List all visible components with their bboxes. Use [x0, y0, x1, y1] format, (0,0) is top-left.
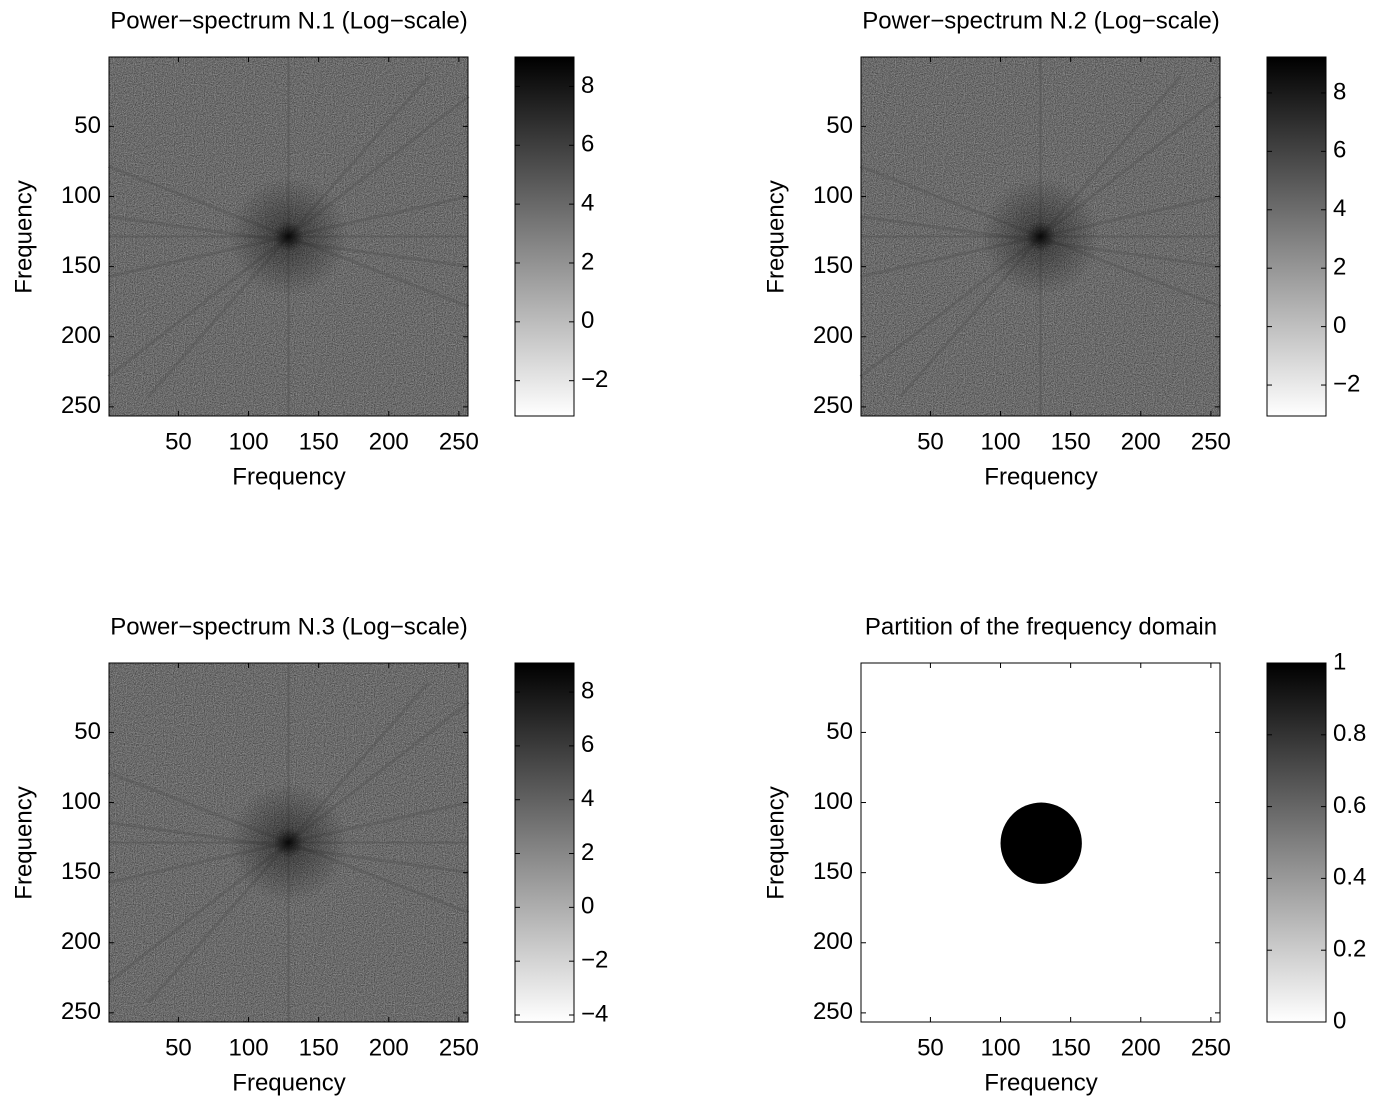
partition-region: [1000, 802, 1082, 884]
y-axis-label: Frequency: [10, 180, 37, 293]
colorbar-tick-label: 4: [581, 189, 594, 216]
y-axis-label: Frequency: [10, 786, 37, 899]
y-tick-label: 150: [813, 252, 853, 279]
x-tick-label: 100: [981, 428, 1021, 455]
y-tick-label: 250: [61, 998, 101, 1025]
y-tick-label: 200: [813, 928, 853, 955]
colorbar-tick-label: 6: [1333, 137, 1346, 164]
x-tick-label: 150: [1051, 1034, 1091, 1061]
colorbar-tick-label: 0.4: [1333, 864, 1366, 891]
y-tick-label: 250: [813, 392, 853, 419]
axes-frame: [108, 662, 469, 1023]
x-axis-label: Frequency: [232, 463, 345, 490]
spectrum-center: [228, 176, 349, 297]
y-tick-label: 100: [61, 788, 101, 815]
y-tick-label: 50: [74, 718, 101, 745]
x-tick-label: 250: [1191, 1034, 1231, 1061]
x-tick-label: 50: [917, 428, 944, 455]
y-tick-label: 250: [61, 392, 101, 419]
x-axis-label: Frequency: [232, 1069, 345, 1096]
axes-frame: [860, 56, 1221, 417]
x-tick-label: 150: [1051, 428, 1091, 455]
y-axis-label: Frequency: [762, 180, 789, 293]
spectrum-center: [228, 782, 349, 903]
colorbar-tick-label: 2: [581, 839, 594, 866]
subplot: 50 100 150 200 250 50 100 150 200 250 Power−spectr…: [10, 613, 608, 1096]
x-tick-label: 100: [229, 428, 269, 455]
x-tick-label: 200: [1121, 428, 1161, 455]
subplot: 50 100 150 200 250 50 100 150 200 250 Power−spectr…: [762, 7, 1360, 490]
colorbar-tick-label: 4: [1333, 195, 1346, 222]
subplot-title: Power−spectrum N.1 (Log−scale): [110, 7, 468, 34]
y-tick-label: 50: [74, 112, 101, 139]
colorbar-tick-label: 6: [581, 131, 594, 158]
colorbar: [1266, 662, 1327, 1023]
colorbar-tick-label: −2: [581, 947, 608, 974]
y-axis-label: Frequency: [762, 786, 789, 899]
x-tick-label: 200: [369, 428, 409, 455]
colorbar-tick-label: 0: [581, 893, 594, 920]
colorbar-tick-label: 8: [581, 72, 594, 99]
y-tick-label: 150: [813, 858, 853, 885]
y-tick-label: 100: [813, 788, 853, 815]
subplot: 50 100 150 200 250 50 100 150 200 250 Power−spectr…: [10, 7, 608, 490]
subplot-title: Power−spectrum N.2 (Log−scale): [862, 7, 1220, 34]
colorbar-tick-label: 0: [581, 307, 594, 334]
colorbar-tick-label: 8: [581, 677, 594, 704]
axes-frame: [108, 56, 469, 417]
axes-frame: [860, 662, 1221, 1023]
x-tick-label: 50: [165, 1034, 192, 1061]
y-tick-label: 200: [61, 322, 101, 349]
x-tick-label: 250: [439, 428, 479, 455]
colorbar-tick-label: 0.2: [1333, 936, 1366, 963]
colorbar: [1266, 56, 1327, 417]
spectrum-center: [980, 176, 1101, 297]
subplot-title: Partition of the frequency domain: [865, 613, 1217, 640]
colorbar-tick-label: −4: [581, 1000, 608, 1027]
x-axis-label: Frequency: [984, 463, 1097, 490]
y-tick-label: 50: [826, 112, 853, 139]
x-tick-label: 50: [165, 428, 192, 455]
colorbar-tick-label: 0: [1333, 312, 1346, 339]
y-tick-label: 100: [61, 182, 101, 209]
x-tick-label: 200: [1121, 1034, 1161, 1061]
colorbar-tick-label: 4: [581, 785, 594, 812]
colorbar: [514, 56, 575, 417]
x-tick-label: 100: [981, 1034, 1021, 1061]
y-tick-label: 100: [813, 182, 853, 209]
colorbar-tick-label: −2: [581, 366, 608, 393]
x-tick-label: 250: [1191, 428, 1231, 455]
x-tick-label: 150: [299, 1034, 339, 1061]
colorbar-tick-label: 0.8: [1333, 720, 1366, 747]
subplot: 50 100 150 200 250 50 100 150 200 250 Partition of…: [762, 613, 1366, 1096]
x-tick-label: 150: [299, 428, 339, 455]
x-axis-label: Frequency: [984, 1069, 1097, 1096]
y-tick-label: 200: [813, 322, 853, 349]
colorbar-tick-label: 6: [581, 731, 594, 758]
subplot-title: Power−spectrum N.3 (Log−scale): [110, 613, 468, 640]
colorbar-tick-label: 8: [1333, 78, 1346, 105]
y-tick-label: 150: [61, 252, 101, 279]
y-tick-label: 50: [826, 718, 853, 745]
colorbar-tick-label: 2: [581, 248, 594, 275]
colorbar-tick-label: 0: [1333, 1007, 1346, 1034]
x-tick-label: 50: [917, 1034, 944, 1061]
y-tick-label: 150: [61, 858, 101, 885]
x-tick-label: 200: [369, 1034, 409, 1061]
colorbar-tick-label: −2: [1333, 370, 1360, 397]
y-tick-label: 200: [61, 928, 101, 955]
x-tick-label: 100: [229, 1034, 269, 1061]
colorbar: [514, 662, 575, 1023]
colorbar-tick-label: 0.6: [1333, 792, 1366, 819]
colorbar-tick-label: 2: [1333, 254, 1346, 281]
x-tick-label: 250: [439, 1034, 479, 1061]
y-tick-label: 250: [813, 998, 853, 1025]
colorbar-tick-label: 1: [1333, 648, 1346, 675]
